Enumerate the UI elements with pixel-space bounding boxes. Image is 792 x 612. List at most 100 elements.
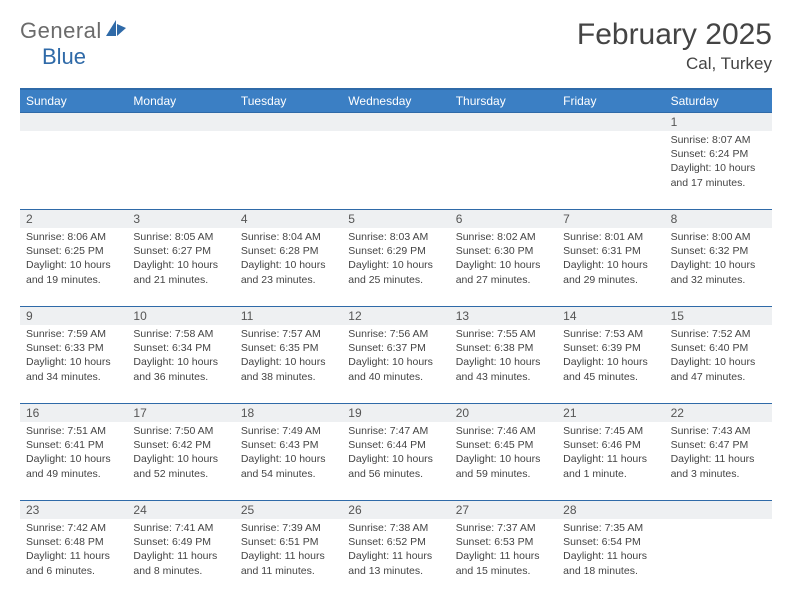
day-cell: Sunrise: 7:59 AMSunset: 6:33 PMDaylight:…: [20, 325, 127, 403]
daylight-text: Daylight: 10 hours and 59 minutes.: [456, 452, 551, 480]
sunrise-text: Sunrise: 7:35 AM: [563, 521, 658, 535]
day-number: 1: [665, 113, 772, 131]
sunrise-text: Sunrise: 8:04 AM: [241, 230, 336, 244]
day-number-row: 2345678: [20, 209, 772, 228]
week-row: Sunrise: 8:06 AMSunset: 6:25 PMDaylight:…: [20, 228, 772, 306]
week-row: Sunrise: 7:42 AMSunset: 6:48 PMDaylight:…: [20, 519, 772, 597]
daylight-text: Daylight: 10 hours and 40 minutes.: [348, 355, 443, 383]
day-number: 12: [342, 307, 449, 325]
day-cell: Sunrise: 8:05 AMSunset: 6:27 PMDaylight:…: [127, 228, 234, 306]
sunset-text: Sunset: 6:31 PM: [563, 244, 658, 258]
sunset-text: Sunset: 6:29 PM: [348, 244, 443, 258]
day-cell: Sunrise: 7:53 AMSunset: 6:39 PMDaylight:…: [557, 325, 664, 403]
sunset-text: Sunset: 6:25 PM: [26, 244, 121, 258]
day-number: 3: [127, 210, 234, 228]
day-number: 4: [235, 210, 342, 228]
sunset-text: Sunset: 6:42 PM: [133, 438, 228, 452]
weekday-label: Sunday: [20, 90, 127, 112]
day-cell: Sunrise: 7:56 AMSunset: 6:37 PMDaylight:…: [342, 325, 449, 403]
sunrise-text: Sunrise: 7:55 AM: [456, 327, 551, 341]
day-number: 18: [235, 404, 342, 422]
daylight-text: Daylight: 10 hours and 19 minutes.: [26, 258, 121, 286]
day-cell: [665, 519, 772, 597]
day-cell: Sunrise: 7:58 AMSunset: 6:34 PMDaylight:…: [127, 325, 234, 403]
sunrise-text: Sunrise: 7:37 AM: [456, 521, 551, 535]
sunset-text: Sunset: 6:39 PM: [563, 341, 658, 355]
day-cell: Sunrise: 7:43 AMSunset: 6:47 PMDaylight:…: [665, 422, 772, 500]
sunrise-text: Sunrise: 7:53 AM: [563, 327, 658, 341]
month-title: February 2025: [577, 18, 772, 52]
day-cell: Sunrise: 8:01 AMSunset: 6:31 PMDaylight:…: [557, 228, 664, 306]
day-number: 10: [127, 307, 234, 325]
sunset-text: Sunset: 6:24 PM: [671, 147, 766, 161]
sunrise-text: Sunrise: 7:39 AM: [241, 521, 336, 535]
day-cell: Sunrise: 7:50 AMSunset: 6:42 PMDaylight:…: [127, 422, 234, 500]
week-row: Sunrise: 7:59 AMSunset: 6:33 PMDaylight:…: [20, 325, 772, 403]
sunrise-text: Sunrise: 7:58 AM: [133, 327, 228, 341]
weekday-label: Tuesday: [235, 90, 342, 112]
day-cell: [235, 131, 342, 209]
weekday-label: Monday: [127, 90, 234, 112]
sunset-text: Sunset: 6:48 PM: [26, 535, 121, 549]
logo-text-general: General: [20, 18, 102, 44]
sunset-text: Sunset: 6:41 PM: [26, 438, 121, 452]
daylight-text: Daylight: 10 hours and 17 minutes.: [671, 161, 766, 189]
sunrise-text: Sunrise: 8:06 AM: [26, 230, 121, 244]
day-number-row: 16171819202122: [20, 403, 772, 422]
day-info: Sunrise: 7:56 AMSunset: 6:37 PMDaylight:…: [348, 327, 443, 384]
day-number-row: 9101112131415: [20, 306, 772, 325]
day-info: Sunrise: 7:53 AMSunset: 6:39 PMDaylight:…: [563, 327, 658, 384]
title-block: February 2025 Cal, Turkey: [577, 18, 772, 74]
day-info: Sunrise: 7:55 AMSunset: 6:38 PMDaylight:…: [456, 327, 551, 384]
sunrise-text: Sunrise: 7:49 AM: [241, 424, 336, 438]
day-info: Sunrise: 7:47 AMSunset: 6:44 PMDaylight:…: [348, 424, 443, 481]
sunrise-text: Sunrise: 7:42 AM: [26, 521, 121, 535]
day-cell: Sunrise: 7:38 AMSunset: 6:52 PMDaylight:…: [342, 519, 449, 597]
sunset-text: Sunset: 6:40 PM: [671, 341, 766, 355]
day-info: Sunrise: 7:50 AMSunset: 6:42 PMDaylight:…: [133, 424, 228, 481]
daylight-text: Daylight: 10 hours and 34 minutes.: [26, 355, 121, 383]
day-cell: [127, 131, 234, 209]
day-number: 15: [665, 307, 772, 325]
day-info: Sunrise: 7:59 AMSunset: 6:33 PMDaylight:…: [26, 327, 121, 384]
day-info: Sunrise: 8:00 AMSunset: 6:32 PMDaylight:…: [671, 230, 766, 287]
daylight-text: Daylight: 11 hours and 8 minutes.: [133, 549, 228, 577]
sunrise-text: Sunrise: 7:43 AM: [671, 424, 766, 438]
sunset-text: Sunset: 6:38 PM: [456, 341, 551, 355]
day-info: Sunrise: 7:58 AMSunset: 6:34 PMDaylight:…: [133, 327, 228, 384]
day-number-row: 232425262728: [20, 500, 772, 519]
day-number: 25: [235, 501, 342, 519]
logo-sail-icon: [102, 18, 130, 44]
day-number: 6: [450, 210, 557, 228]
day-info: Sunrise: 7:43 AMSunset: 6:47 PMDaylight:…: [671, 424, 766, 481]
day-info: Sunrise: 7:42 AMSunset: 6:48 PMDaylight:…: [26, 521, 121, 578]
sunrise-text: Sunrise: 8:07 AM: [671, 133, 766, 147]
day-number: 23: [20, 501, 127, 519]
daylight-text: Daylight: 10 hours and 23 minutes.: [241, 258, 336, 286]
daylight-text: Daylight: 11 hours and 6 minutes.: [26, 549, 121, 577]
sunset-text: Sunset: 6:35 PM: [241, 341, 336, 355]
weekday-label: Thursday: [450, 90, 557, 112]
day-number: 27: [450, 501, 557, 519]
day-cell: Sunrise: 7:35 AMSunset: 6:54 PMDaylight:…: [557, 519, 664, 597]
day-number: 17: [127, 404, 234, 422]
sunrise-text: Sunrise: 7:56 AM: [348, 327, 443, 341]
sunset-text: Sunset: 6:33 PM: [26, 341, 121, 355]
day-number: [557, 113, 664, 131]
sunset-text: Sunset: 6:34 PM: [133, 341, 228, 355]
day-info: Sunrise: 7:57 AMSunset: 6:35 PMDaylight:…: [241, 327, 336, 384]
sunrise-text: Sunrise: 7:57 AM: [241, 327, 336, 341]
sunset-text: Sunset: 6:54 PM: [563, 535, 658, 549]
sunrise-text: Sunrise: 7:38 AM: [348, 521, 443, 535]
daylight-text: Daylight: 10 hours and 27 minutes.: [456, 258, 551, 286]
daylight-text: Daylight: 10 hours and 29 minutes.: [563, 258, 658, 286]
day-number: [665, 501, 772, 519]
day-number: 28: [557, 501, 664, 519]
sunrise-text: Sunrise: 8:00 AM: [671, 230, 766, 244]
day-number: 2: [20, 210, 127, 228]
day-cell: Sunrise: 7:39 AMSunset: 6:51 PMDaylight:…: [235, 519, 342, 597]
day-number: 21: [557, 404, 664, 422]
daylight-text: Daylight: 10 hours and 45 minutes.: [563, 355, 658, 383]
sunrise-text: Sunrise: 7:46 AM: [456, 424, 551, 438]
day-number: [342, 113, 449, 131]
